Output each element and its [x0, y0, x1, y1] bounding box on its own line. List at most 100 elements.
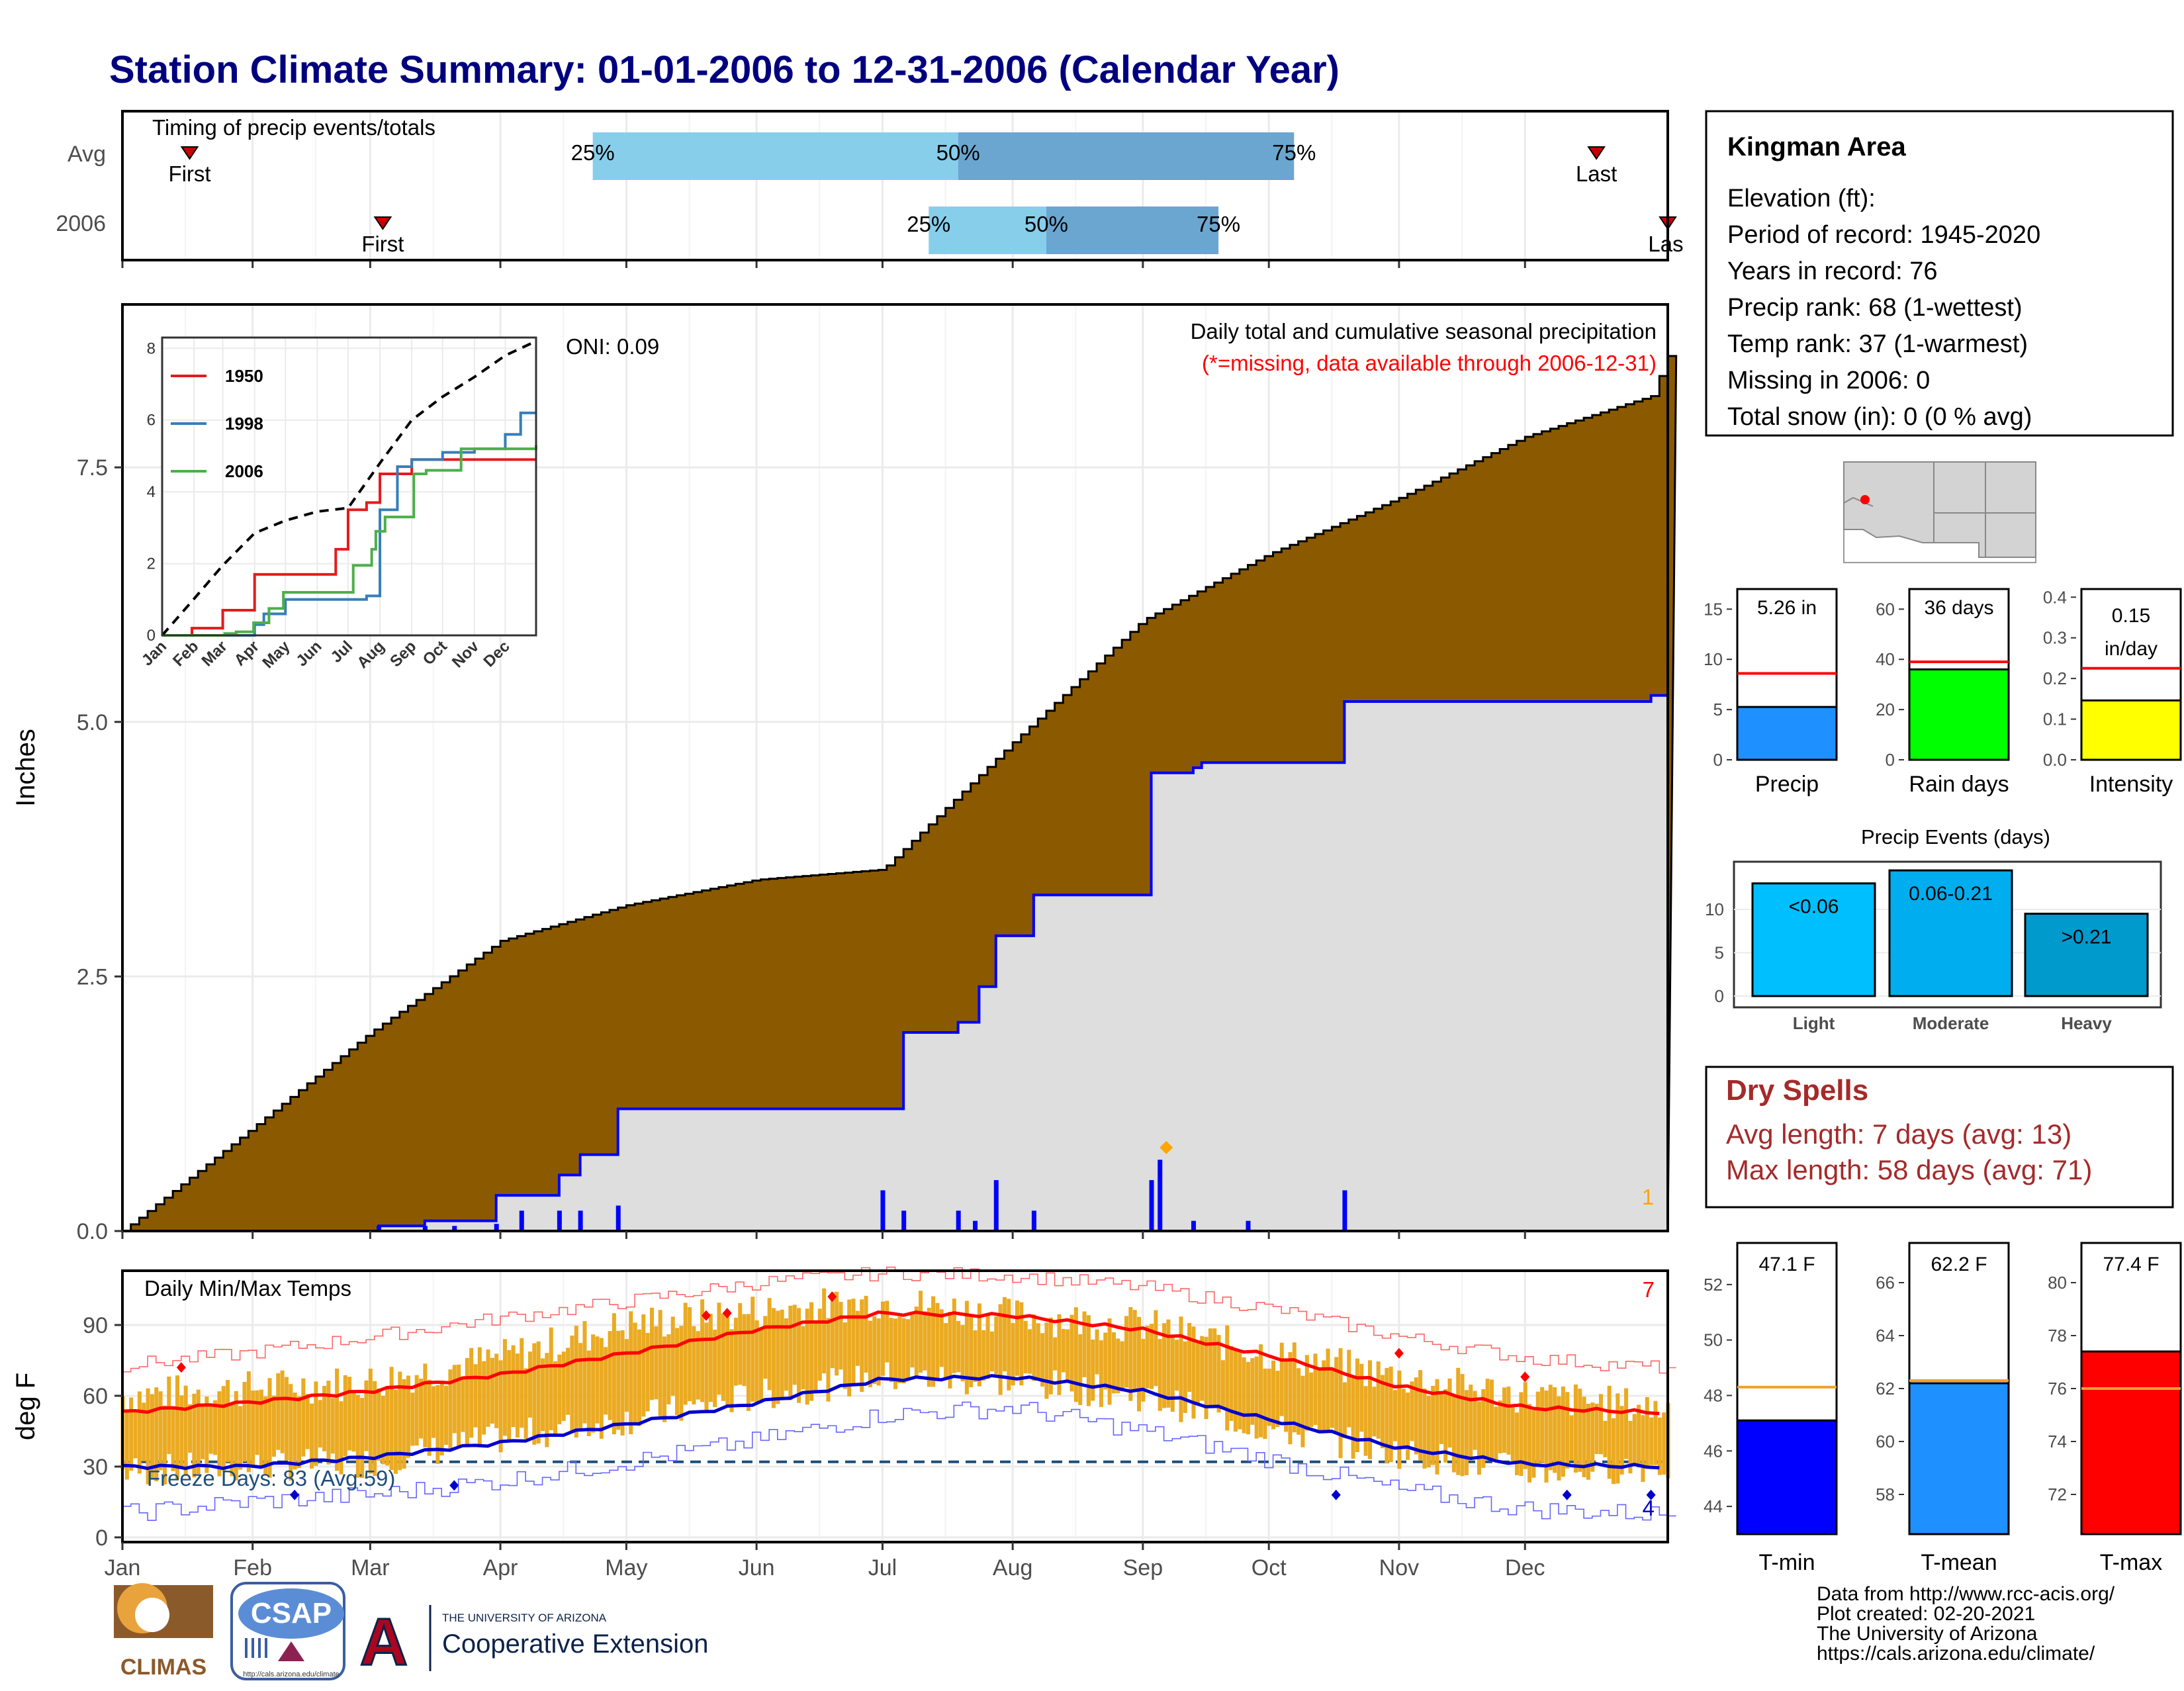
station-name: Kingman Area — [1727, 132, 1906, 161]
daily-temp-bar — [1578, 1389, 1582, 1472]
daily-temp-bar — [1170, 1336, 1175, 1412]
daily-temp-bar — [1263, 1368, 1267, 1440]
timing-year-bar-50-75 — [1046, 206, 1219, 254]
daily-temp-bar — [582, 1321, 587, 1424]
daily-temp-bar — [746, 1314, 751, 1411]
daily-temp-bar — [482, 1361, 486, 1435]
daily-temp-bar — [557, 1354, 562, 1424]
mini-precip-label: Rain days — [1909, 772, 2009, 797]
mini-temp-tick-label: 80 — [2048, 1273, 2067, 1293]
precip-y-tick-label: 2.5 — [77, 964, 108, 989]
daily-temp-bar — [570, 1335, 574, 1432]
record-min-count: 4 — [1643, 1496, 1655, 1520]
daily-temp-bar — [1473, 1391, 1477, 1450]
daily-temp-bar — [679, 1326, 684, 1421]
dry-spells-box: Dry Spells Avg length: 7 days (avg: 13) … — [1705, 1066, 2174, 1209]
record-low-marker — [449, 1480, 459, 1491]
daily-temp-bar — [792, 1304, 797, 1385]
daily-temp-bar — [1359, 1363, 1364, 1432]
daily-temp-bar — [502, 1339, 507, 1436]
daily-temp-bar — [284, 1377, 289, 1461]
month-tick-label: Aug — [993, 1555, 1033, 1580]
mini-precip-label: Intensity — [2089, 772, 2173, 797]
daily-temp-bar — [1150, 1324, 1154, 1389]
daily-temp-bar — [1385, 1367, 1389, 1464]
daily-temp-bar — [696, 1331, 700, 1400]
daily-temp-bar — [864, 1295, 868, 1373]
daily-temp-bar — [1477, 1401, 1481, 1475]
daily-temp-bar — [201, 1404, 205, 1459]
daily-temp-bar — [1372, 1387, 1377, 1437]
daily-temp-bar — [1216, 1335, 1221, 1413]
mini-precip-bar — [1908, 668, 2010, 761]
daily-temp-bar — [457, 1364, 461, 1449]
daily-temp-bar — [301, 1378, 306, 1457]
dry-max-length: Max length: 58 days (avg: 71) — [1726, 1154, 2092, 1185]
record-max-count: 7 — [1643, 1277, 1655, 1302]
daily-temp-bar — [977, 1303, 981, 1387]
daily-temp-bar — [246, 1371, 251, 1473]
daily-temp-bar — [1297, 1368, 1301, 1435]
mini-temp-tick-label: 46 — [1704, 1441, 1723, 1461]
daily-temp-bar — [385, 1389, 390, 1466]
daily-temp-bar — [616, 1330, 621, 1430]
events-bar-label: >0.21 — [2062, 927, 2112, 948]
daily-temp-bar — [154, 1387, 159, 1482]
daily-temp-bar — [208, 1406, 213, 1454]
timing-year-pct-label: 50% — [1024, 212, 1068, 236]
record-high-marker — [1520, 1371, 1530, 1383]
daily-temp-bar — [1095, 1329, 1099, 1375]
daily-temp-bar — [1406, 1393, 1410, 1460]
daily-temp-bar — [263, 1396, 268, 1475]
daily-temp-bar — [289, 1384, 293, 1481]
daily-temp-bar — [393, 1389, 398, 1474]
mini-temp-value: 62.2 F — [1931, 1254, 1987, 1275]
daily-temp-bar — [1410, 1381, 1414, 1441]
inset-legend-label: 1998 — [225, 414, 263, 434]
daily-temp-bar — [1015, 1301, 1020, 1376]
record-min-line — [122, 1401, 1676, 1522]
csap-logo-mountain — [278, 1641, 304, 1661]
mini-temp-label: T-min — [1759, 1550, 1815, 1575]
daily-temp-bar — [662, 1336, 667, 1422]
daily-temp-bar — [230, 1403, 234, 1477]
daily-temp-bar — [633, 1322, 637, 1426]
daily-temp-bar — [1082, 1311, 1087, 1377]
daily-temp-bar — [658, 1310, 662, 1416]
ua-logo: A THE UNIVERSITY OF ARIZONA Cooperative … — [359, 1604, 708, 1680]
daily-temp-bar — [1460, 1374, 1465, 1477]
daily-temp-bar — [1103, 1332, 1108, 1390]
daily-temp-bar — [432, 1386, 436, 1438]
daily-temp-bar — [1535, 1391, 1540, 1464]
daily-temp-bar — [364, 1380, 369, 1451]
daily-temp-bar — [688, 1307, 692, 1401]
month-tick-label: Dec — [1505, 1555, 1545, 1580]
daily-temp-bar — [754, 1320, 759, 1404]
daily-temp-bar — [192, 1393, 197, 1478]
mini-precip-bar — [2080, 699, 2182, 761]
daily-temp-bar — [835, 1291, 839, 1376]
daily-temp-bar — [520, 1338, 524, 1428]
daily-temp-bar — [402, 1379, 406, 1469]
month-tick-label: Jul — [868, 1555, 897, 1580]
precip-y-tick-label: 0.0 — [77, 1219, 108, 1244]
daily-temp-bar — [213, 1400, 218, 1455]
daily-temp-bar — [355, 1394, 360, 1478]
daily-temp-bar — [751, 1297, 755, 1402]
precip-y-tick-label: 7.5 — [77, 455, 108, 480]
oni-value: ONI: 0.09 — [566, 334, 659, 359]
mini-precip-tick-label: 60 — [1876, 599, 1895, 619]
daily-temp-bar — [1565, 1392, 1570, 1469]
daily-temp-bar — [389, 1367, 394, 1471]
daily-temp-bar — [162, 1405, 167, 1485]
timing-year-bar-25-50 — [929, 206, 1046, 254]
daily-temp-bar — [708, 1313, 713, 1402]
daily-temp-bar — [1002, 1297, 1007, 1372]
daily-temp-bar — [1204, 1336, 1208, 1420]
daily-temp-bar — [490, 1357, 494, 1424]
daily-temp-bar — [948, 1311, 952, 1389]
mini-precip-tick-label: 0.2 — [2043, 668, 2067, 688]
daily-temp-bar — [452, 1365, 457, 1434]
daily-temp-bar — [1397, 1370, 1402, 1469]
daily-temp-bar — [1023, 1320, 1028, 1374]
